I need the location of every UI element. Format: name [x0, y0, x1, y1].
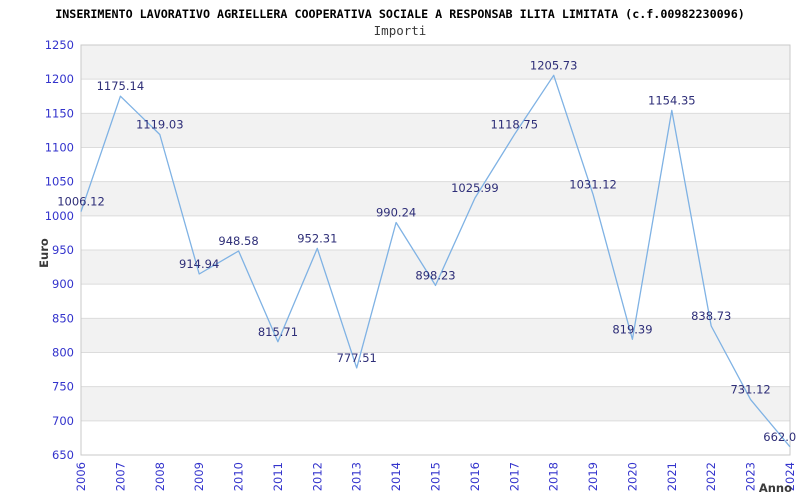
x-tick-label: 2014 [389, 462, 403, 491]
x-tick-label: 2013 [350, 462, 364, 491]
x-tick-label: 2007 [113, 462, 127, 491]
value-label: 662.0 [763, 430, 796, 444]
value-label: 948.58 [218, 234, 258, 248]
x-tick-label: 2018 [547, 462, 561, 491]
x-tick-label: 2019 [586, 462, 600, 491]
y-tick-label: 850 [52, 311, 74, 325]
y-tick-label: 750 [52, 380, 74, 394]
value-label: 1119.03 [136, 117, 184, 131]
y-tick-label: 1150 [45, 106, 74, 120]
x-tick-label: 2024 [783, 462, 797, 491]
x-tick-label: 2015 [429, 462, 443, 491]
value-label: 1175.14 [97, 79, 145, 93]
y-tick-label: 900 [52, 277, 74, 291]
value-label: 1006.12 [57, 195, 105, 209]
data-line [80, 74, 791, 448]
grid-band [81, 45, 790, 80]
chart-subtitle: Importi [374, 23, 427, 38]
grid-band [81, 79, 790, 114]
y-tick-label: 650 [52, 448, 74, 462]
value-label: 898.23 [415, 268, 455, 282]
plot-area: 650 700 750 800 850 900 950 1000 1050 1100 1150 120… [45, 38, 797, 491]
x-tick-label: 2020 [625, 462, 639, 491]
value-label: 731.12 [730, 383, 770, 397]
y-tick-label: 1250 [45, 38, 74, 52]
chart-title: INSERIMENTO LAVORATIVO AGRIELLERA COOPER… [55, 7, 745, 21]
value-label: 1025.99 [451, 181, 499, 195]
y-tick-label: 1000 [45, 209, 74, 223]
value-label: 914.94 [179, 257, 219, 271]
value-label: 777.51 [337, 351, 377, 365]
value-label: 990.24 [376, 206, 416, 220]
x-axis-title: Anno [759, 481, 792, 495]
x-tick-label: 2010 [232, 462, 246, 491]
grid-band [81, 250, 790, 285]
y-tick-label: 1200 [45, 72, 74, 86]
x-tick-label: 2023 [744, 462, 758, 491]
grid-band [81, 215, 790, 250]
y-axis-title: Euro [37, 238, 51, 268]
value-label: 1205.73 [530, 58, 578, 72]
value-label: 838.73 [691, 309, 731, 323]
x-tick-label: 2016 [468, 462, 482, 491]
x-tick-label: 2008 [153, 462, 167, 491]
x-tick-label: 2009 [192, 462, 206, 491]
value-label: 1031.12 [569, 178, 617, 192]
grid-band [81, 318, 790, 353]
x-tick-label: 2021 [665, 462, 679, 491]
y-tick-label: 1100 [45, 141, 74, 155]
x-tick-label: 2017 [507, 462, 521, 491]
grid-band [81, 147, 790, 182]
value-label: 1154.35 [648, 93, 696, 107]
x-tick-label: 2012 [310, 462, 324, 491]
x-tick-label: 2006 [74, 462, 88, 491]
x-tick-label: 2011 [271, 462, 285, 491]
value-label: 952.31 [297, 231, 337, 245]
grid-band [81, 386, 790, 421]
value-label: 1118.75 [490, 118, 538, 132]
grid-band [81, 113, 790, 148]
x-tick-label: 2022 [704, 462, 718, 491]
grid-band [81, 181, 790, 216]
value-label: 815.71 [258, 325, 298, 339]
grid-band [81, 420, 790, 455]
y-tick-label: 950 [52, 243, 74, 257]
y-tick-label: 700 [52, 414, 74, 428]
plot-border [80, 44, 791, 456]
value-label: 819.39 [612, 322, 652, 336]
grid-band [81, 284, 790, 319]
y-tick-label: 800 [52, 346, 74, 360]
y-tick-label: 1050 [45, 175, 74, 189]
grid-band [81, 352, 790, 387]
